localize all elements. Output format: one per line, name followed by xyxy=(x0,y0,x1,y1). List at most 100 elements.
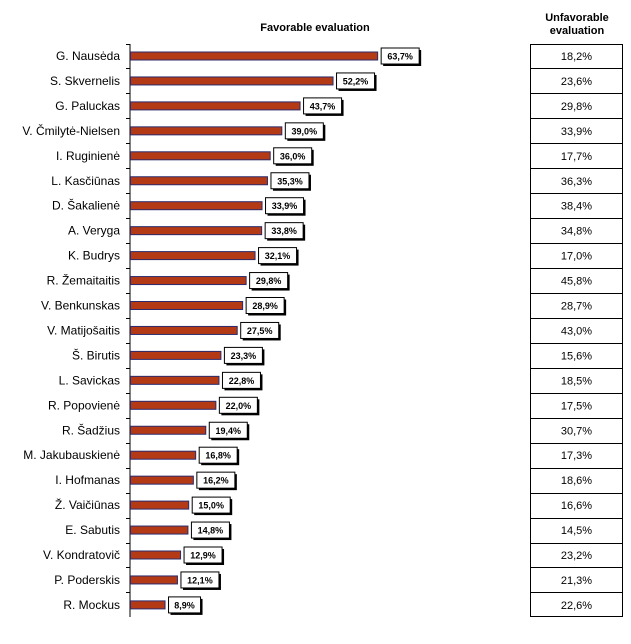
bar xyxy=(130,301,244,310)
category-label: Ž. Vaičiūnas xyxy=(55,497,120,512)
category-label: R. Mockus xyxy=(63,598,120,612)
unfavorable-value: 23,2% xyxy=(561,550,592,562)
bar xyxy=(130,325,238,335)
unfavorable-value: 29,8% xyxy=(561,101,592,113)
value-label-box xyxy=(168,596,202,614)
value-label: 12,9% xyxy=(190,551,216,561)
unfavorable-value: 22,6% xyxy=(561,600,592,612)
value-label: 27,5% xyxy=(247,326,273,336)
unfavorable-value: 23,6% xyxy=(561,76,592,88)
unfavorable-value: 17,0% xyxy=(561,251,592,263)
bar xyxy=(130,251,256,261)
unfavorable-value: 30,7% xyxy=(561,425,592,437)
category-label: V. Benkunskas xyxy=(41,299,120,313)
value-label: 16,2% xyxy=(203,476,229,486)
bar xyxy=(130,101,301,111)
value-label-box xyxy=(336,72,376,90)
category-label: Š. Birutis xyxy=(72,347,120,362)
value-label-box xyxy=(249,272,289,290)
value-label: 15,0% xyxy=(198,501,224,511)
bar xyxy=(130,425,207,435)
value-label-box xyxy=(258,247,298,265)
bar xyxy=(130,550,182,560)
category-label: V. Čmilytė-Nielsen xyxy=(22,123,120,138)
unfavorable-value: 33,9% xyxy=(561,126,592,138)
value-label-box xyxy=(245,297,285,314)
value-label-box xyxy=(284,122,324,140)
value-label-box xyxy=(270,172,310,190)
unfavorable-value: 18,2% xyxy=(561,51,592,63)
bar xyxy=(130,375,220,385)
unfavorable-value: 14,5% xyxy=(561,525,592,537)
bar xyxy=(130,400,217,410)
category-label: V. Matijošaitis xyxy=(47,323,120,337)
value-label: 23,3% xyxy=(231,351,257,361)
category-label: L. Kasčiūnas xyxy=(51,174,120,188)
value-label: 63,7% xyxy=(387,52,413,62)
category-label: G. Paluckas xyxy=(55,99,120,113)
value-label: 14,8% xyxy=(198,526,224,536)
category-label: S. Skvernelis xyxy=(50,74,120,88)
unfavorable-value: 45,8% xyxy=(561,276,592,288)
category-label: G. Nausėda xyxy=(56,49,120,63)
bar xyxy=(130,475,194,485)
bar xyxy=(130,525,189,535)
unfavorable-value: 18,5% xyxy=(561,375,592,387)
unfavorable-value: 36,3% xyxy=(561,176,592,188)
unfavorable-value: 15,6% xyxy=(561,350,592,362)
bar xyxy=(130,126,283,136)
value-label-box xyxy=(223,346,263,364)
value-label-box xyxy=(191,496,231,514)
unfavorable-value: 21,3% xyxy=(561,575,592,587)
value-label: 8,9% xyxy=(174,600,195,610)
unfavorable-value: 16,6% xyxy=(561,500,592,512)
bar xyxy=(130,350,222,360)
value-label: 28,9% xyxy=(252,301,278,311)
value-label: 19,4% xyxy=(216,426,242,436)
value-label: 39,0% xyxy=(292,126,318,136)
value-label-box xyxy=(190,521,230,539)
value-label-box xyxy=(240,321,280,339)
bar xyxy=(130,76,334,86)
category-label: D. Šakalienė xyxy=(52,198,120,213)
value-label-box xyxy=(180,571,220,589)
value-label: 16,8% xyxy=(205,451,231,461)
category-label: I. Hofmanas xyxy=(55,473,120,487)
category-label: R. Žemaitaitis xyxy=(47,273,120,288)
category-label: I. Ruginienė xyxy=(56,149,120,163)
bar xyxy=(130,276,247,286)
category-label: L. Savickas xyxy=(59,373,120,387)
value-label-box xyxy=(380,47,420,65)
category-label: P. Poderskis xyxy=(54,573,120,587)
unfavorable-value: 17,3% xyxy=(561,450,592,462)
unfavorable-value: 38,4% xyxy=(561,201,592,213)
category-label: V. Kondratovič xyxy=(43,548,120,562)
category-label: A. Veryga xyxy=(68,224,120,238)
bar xyxy=(130,450,197,460)
bar xyxy=(130,51,379,61)
unfavorable-value: 43,0% xyxy=(561,325,592,337)
value-label-box xyxy=(198,446,238,464)
bar xyxy=(130,201,263,211)
value-label-box xyxy=(303,97,343,115)
bar xyxy=(130,600,166,610)
value-label: 12,1% xyxy=(187,575,213,585)
value-label-box xyxy=(208,421,248,439)
value-label: 52,2% xyxy=(343,76,369,86)
category-label: R. Šadžius xyxy=(62,422,120,437)
value-label-box xyxy=(221,371,261,389)
unfavorable-value: 17,7% xyxy=(561,151,592,163)
value-label-box xyxy=(196,471,236,489)
value-label-box xyxy=(218,396,258,414)
value-label: 22,8% xyxy=(229,376,255,386)
bar xyxy=(130,575,178,585)
bar xyxy=(130,151,271,161)
category-label: E. Sabutis xyxy=(65,523,120,537)
value-label-box xyxy=(265,197,305,215)
value-label-box xyxy=(273,147,313,165)
bar xyxy=(130,226,263,236)
value-label: 35,3% xyxy=(277,176,303,186)
value-label: 33,8% xyxy=(271,226,297,236)
unfavorable-column-box xyxy=(530,44,623,617)
